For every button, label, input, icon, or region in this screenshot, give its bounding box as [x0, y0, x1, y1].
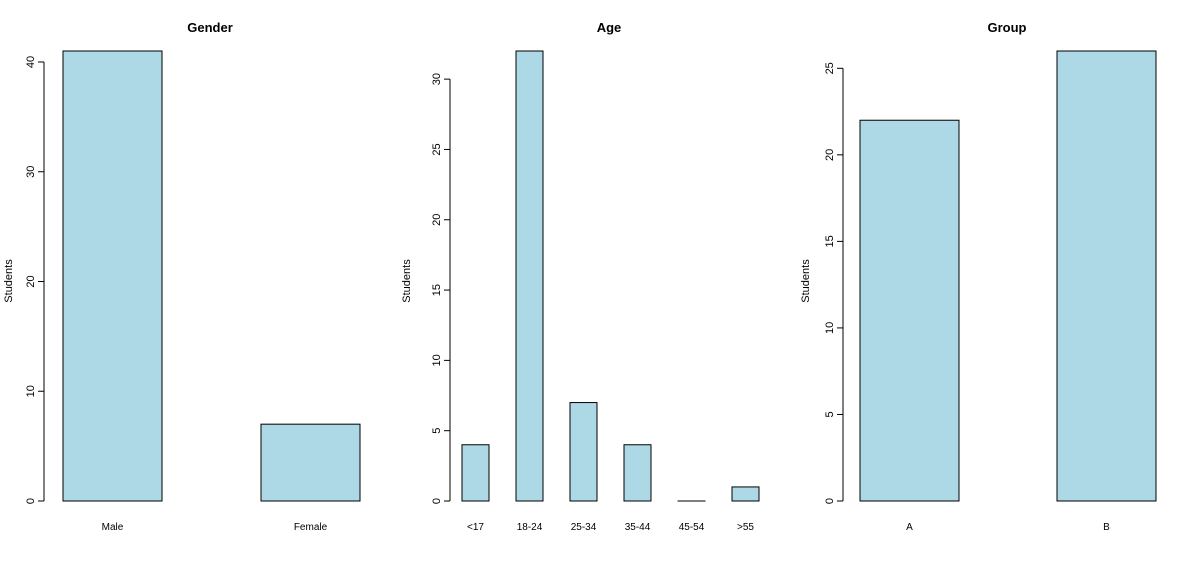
- bar-a: [860, 120, 959, 501]
- x-tick-label: B: [1103, 522, 1110, 533]
- y-axis: 0 5 10 15 20 25: [824, 62, 843, 504]
- x-tick-labels: Male Female: [102, 522, 328, 533]
- x-tick-label: >55: [737, 522, 754, 533]
- bars: [462, 51, 759, 501]
- y-tick-label: 30: [25, 166, 37, 178]
- chart-gender: Gender Students 0 10 20 30 40 Male Female: [3, 20, 360, 533]
- bars: [63, 51, 360, 501]
- y-tick-label: 10: [824, 322, 836, 334]
- chart-age: Age Students 0 5 10 15 20 25 30 <17 18-24 25-34 3…: [401, 20, 759, 533]
- y-tick-label: 5: [824, 411, 836, 417]
- y-axis-label: Students: [800, 259, 812, 303]
- y-axis: 0 10 20 30 40: [25, 56, 44, 504]
- y-tick-label: 10: [25, 385, 37, 397]
- y-axis-label: Students: [3, 259, 15, 303]
- bar-18-24: [516, 51, 543, 501]
- bar--55: [732, 487, 759, 501]
- y-tick-label: 15: [824, 235, 836, 247]
- x-tick-label: 18-24: [517, 522, 543, 533]
- y-axis-label: Students: [401, 259, 413, 303]
- y-tick-label: 30: [431, 73, 443, 85]
- x-tick-label: 25-34: [571, 522, 597, 533]
- bars: [860, 51, 1156, 501]
- y-axis: 0 5 10 15 20 25 30: [431, 73, 450, 504]
- y-tick-label: 15: [431, 284, 443, 296]
- y-tick-label: 0: [824, 498, 836, 504]
- y-tick-label: 20: [431, 214, 443, 226]
- bar-female: [261, 424, 360, 501]
- x-tick-label: 45-54: [679, 522, 705, 533]
- bar-35-44: [624, 445, 651, 501]
- x-tick-label: 35-44: [625, 522, 651, 533]
- bar-b: [1057, 51, 1156, 501]
- y-tick-label: 20: [25, 275, 37, 287]
- x-tick-label: Male: [102, 522, 124, 533]
- y-tick-label: 0: [25, 498, 37, 504]
- bar-male: [63, 51, 162, 501]
- y-tick-label: 0: [431, 498, 443, 504]
- chart-title: Age: [597, 20, 622, 35]
- y-tick-label: 10: [431, 354, 443, 366]
- x-tick-labels: <17 18-24 25-34 35-44 45-54 >55: [467, 522, 754, 533]
- chart-title: Group: [988, 20, 1027, 35]
- x-tick-label: A: [906, 522, 913, 533]
- y-tick-label: 20: [824, 149, 836, 161]
- x-tick-label: Female: [294, 522, 328, 533]
- y-tick-label: 5: [431, 428, 443, 434]
- y-tick-label: 40: [25, 56, 37, 68]
- y-tick-label: 25: [431, 143, 443, 155]
- bar--17: [462, 445, 489, 501]
- y-tick-label: 25: [824, 62, 836, 74]
- x-tick-label: <17: [467, 522, 484, 533]
- chart-title: Gender: [187, 20, 233, 35]
- bar-25-34: [570, 403, 597, 501]
